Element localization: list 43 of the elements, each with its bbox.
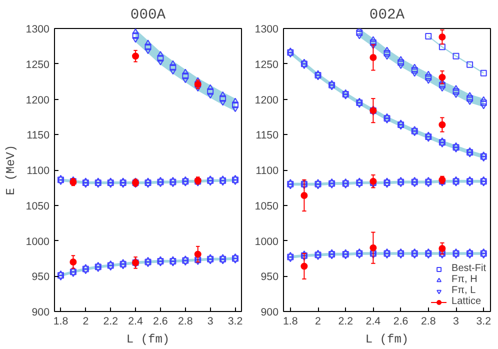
x-tick-label: 2.2 [103,316,118,328]
y-tick-label: 1200 [26,94,50,106]
x-tick-label: 3 [453,316,460,328]
y-tick-label: 1050 [254,200,279,212]
legend-label: Best-Fit [452,263,486,274]
x-tick-label: 3.2 [228,316,243,328]
y-tick-label: 1150 [256,130,279,142]
x-tick-label: 2 [82,316,89,328]
y-tick-label: 900 [32,306,50,318]
y-axis-title: E (MeV) [4,144,18,196]
y-tick-label: 900 [260,306,279,318]
legend-label: Fπ, H [452,274,478,285]
x-tick-label: 2.6 [153,316,168,328]
x-tick-label: 2.4 [366,316,381,328]
x-axis-title: L (fm) [126,332,170,346]
y-tick-label: 1150 [26,130,50,142]
chart-title: 002A [369,8,405,24]
x-tick-label: 2.8 [178,316,193,328]
x-tick-label: 3.2 [476,316,492,328]
x-tick-label: 1.8 [53,316,68,328]
x-tick-label: 2 [315,316,322,328]
y-tick-label: 1200 [254,94,279,106]
x-tick-label: 2.4 [128,316,144,328]
y-tick-label: 950 [260,271,279,284]
y-tick-label: 1050 [26,200,50,212]
x-tick-label: 1.8 [282,316,298,328]
x-tick-label: 2.8 [420,316,436,328]
chart-title: 000A [130,8,166,24]
legend-label: Fπ, L [452,285,476,296]
x-tick-label: 3 [207,316,214,328]
y-tick-label: 1250 [254,58,279,71]
y-tick-label: 1000 [254,236,279,248]
y-tick-label: 1100 [256,165,279,177]
x-tick-label: 2.2 [338,316,354,328]
y-tick-label: 1300 [254,24,279,36]
y-tick-label: 1100 [26,165,50,177]
x-tick-label: 2.6 [393,316,408,328]
x-axis-title: L (fm) [365,332,409,346]
y-tick-label: 1250 [26,58,50,71]
legend-label: Lattice [452,296,482,307]
y-tick-label: 1300 [26,24,50,36]
y-tick-label: 950 [32,271,50,284]
y-tick-label: 1000 [26,236,50,248]
